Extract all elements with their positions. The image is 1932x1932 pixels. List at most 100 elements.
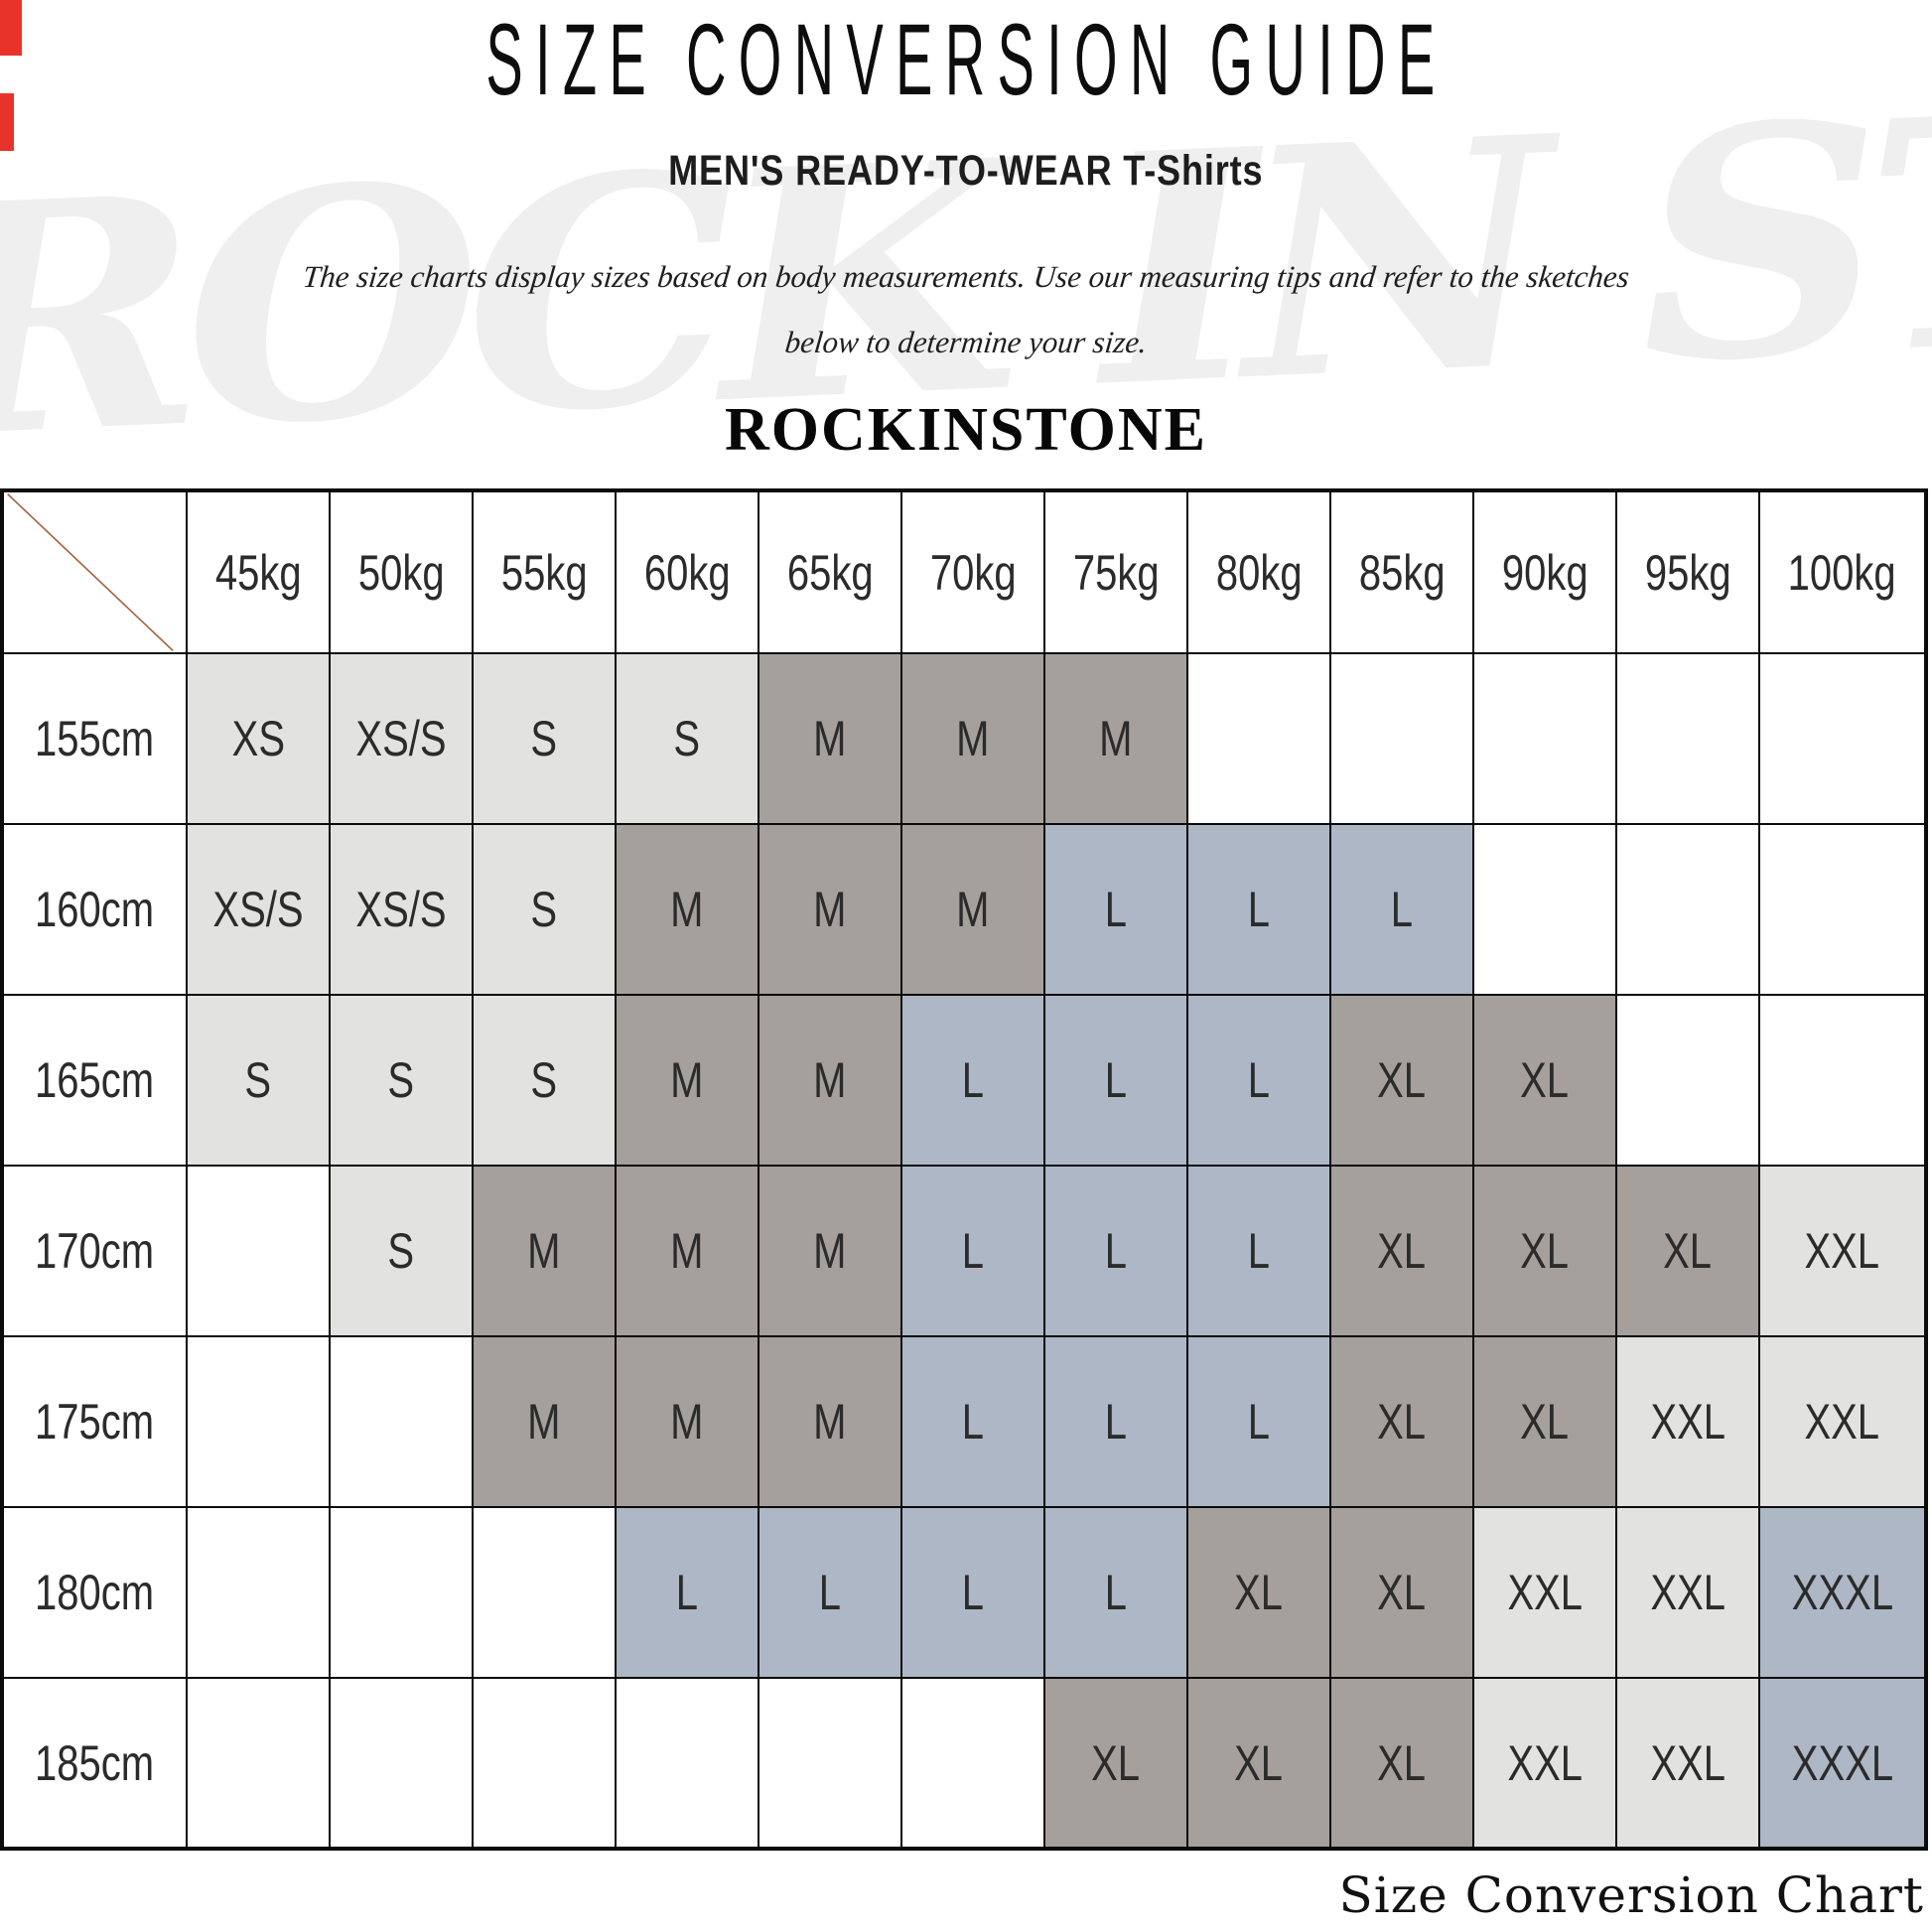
size-cell: L	[758, 1506, 902, 1679]
subtitle-category: MEN'S READY-TO-WEAR	[668, 147, 1113, 195]
size-cell: L	[1186, 1335, 1331, 1508]
size-value: L	[1104, 1052, 1128, 1108]
page-title-wrap: SIZE CONVERSION GUIDE	[0, 2, 1932, 116]
size-cell: S	[186, 994, 331, 1167]
size-value: M	[956, 711, 990, 766]
weight-column-header: 90kg	[1472, 489, 1617, 654]
size-cell	[1472, 823, 1617, 996]
size-cell: L	[1329, 823, 1474, 996]
size-cell	[329, 1335, 474, 1508]
description: The size charts display sizes based on b…	[0, 244, 1932, 375]
size-value: L	[961, 1052, 985, 1108]
size-value: S	[673, 711, 701, 766]
size-cell: XL	[1472, 994, 1617, 1167]
size-cell: M	[900, 823, 1045, 996]
height-label: 165cm	[35, 1052, 155, 1108]
size-value: L	[675, 1565, 699, 1620]
size-value: S	[244, 1052, 272, 1108]
height-row-header: 175cm	[1, 1335, 188, 1508]
weight-column-header: 45kg	[186, 489, 331, 654]
height-row-header: 180cm	[1, 1506, 188, 1679]
size-cell: XL	[1329, 994, 1474, 1167]
weight-label: 50kg	[357, 544, 445, 601]
size-cell	[1758, 823, 1927, 996]
weight-label: 65kg	[786, 544, 874, 601]
size-cell: XXL	[1758, 1335, 1927, 1508]
size-value: XL	[1377, 1052, 1427, 1108]
size-cell	[1329, 652, 1474, 825]
size-cell: XS/S	[186, 823, 331, 996]
size-value: XXL	[1804, 1394, 1880, 1449]
height-row-header: 165cm	[1, 994, 188, 1167]
size-value: S	[530, 882, 558, 937]
weight-label: 85kg	[1358, 544, 1446, 601]
size-cell: L	[1043, 994, 1188, 1167]
diagonal-line-icon	[4, 492, 186, 652]
size-value: L	[961, 1394, 985, 1449]
height-row-header: 185cm	[1, 1677, 188, 1850]
size-cell: M	[900, 652, 1045, 825]
size-value: L	[1104, 1565, 1128, 1620]
size-value: XXL	[1507, 1734, 1583, 1791]
size-value: XXL	[1650, 1394, 1725, 1449]
size-value: XL	[1091, 1734, 1141, 1791]
size-cell	[1472, 652, 1617, 825]
size-cell	[1186, 652, 1331, 825]
size-cell: XXL	[1615, 1677, 1760, 1850]
size-value: L	[1390, 882, 1414, 937]
size-cell	[615, 1677, 759, 1850]
subtitle: MEN'S READY-TO-WEAR T-Shirts	[668, 147, 1263, 196]
height-label: 170cm	[35, 1223, 155, 1279]
size-cell: L	[900, 994, 1045, 1167]
size-cell: M	[472, 1165, 617, 1337]
size-cell: L	[900, 1335, 1045, 1508]
size-cell	[1615, 994, 1760, 1167]
weight-column-header: 50kg	[329, 489, 474, 654]
size-value: M	[670, 1223, 704, 1279]
height-label: 160cm	[35, 882, 155, 937]
size-cell	[1615, 823, 1760, 996]
size-cell	[472, 1677, 617, 1850]
weight-column-header: 55kg	[472, 489, 617, 654]
size-value: L	[1247, 1223, 1271, 1279]
size-cell: XXXL	[1758, 1506, 1927, 1679]
description-line-2: below to determine your size.	[783, 325, 1149, 359]
size-cell	[186, 1506, 331, 1679]
size-cell: XL	[1472, 1335, 1617, 1508]
size-value: L	[1104, 1223, 1128, 1279]
size-value: S	[387, 1223, 415, 1279]
size-value: L	[961, 1223, 985, 1279]
size-cell: XS	[186, 652, 331, 825]
size-value: XS/S	[212, 882, 304, 937]
red-edge-artifact-top	[0, 0, 22, 56]
size-cell: M	[1043, 652, 1188, 825]
size-value: XXXL	[1791, 1734, 1893, 1791]
weight-column-header: 80kg	[1186, 489, 1331, 654]
size-cell: XXL	[1472, 1677, 1617, 1850]
size-value: M	[670, 1394, 704, 1449]
size-cell: XS/S	[329, 823, 474, 996]
size-cell: M	[615, 823, 759, 996]
size-value: S	[530, 1052, 558, 1108]
size-cell: XL	[1329, 1677, 1474, 1850]
size-cell: L	[900, 1165, 1045, 1337]
size-cell: XL	[1186, 1506, 1331, 1679]
size-value: XL	[1377, 1565, 1427, 1620]
size-value: M	[670, 1052, 704, 1108]
size-cell: L	[1043, 1165, 1188, 1337]
size-cell	[1758, 994, 1927, 1167]
weight-label: 80kg	[1215, 544, 1303, 601]
size-cell: XL	[1329, 1506, 1474, 1679]
size-cell: XL	[1472, 1165, 1617, 1337]
size-value: M	[813, 1052, 847, 1108]
size-cell: XS/S	[329, 652, 474, 825]
weight-label: 55kg	[500, 544, 588, 601]
size-cell: L	[1043, 1506, 1188, 1679]
table-body: 155cm XS XS/S S S M M M 160cm XS/S XS/S S M M M L L L 165c…	[1, 652, 1927, 1850]
size-table: 45kg 50kg 55kg 60kg 65kg 70kg 75kg 80kg 85kg 90kg…	[0, 488, 1928, 1851]
size-cell: L	[900, 1506, 1045, 1679]
size-cell	[186, 1677, 331, 1850]
size-cell: M	[758, 1335, 902, 1508]
height-row-header: 160cm	[1, 823, 188, 996]
footer-caption: Size Conversion Chart	[1338, 1866, 1924, 1924]
